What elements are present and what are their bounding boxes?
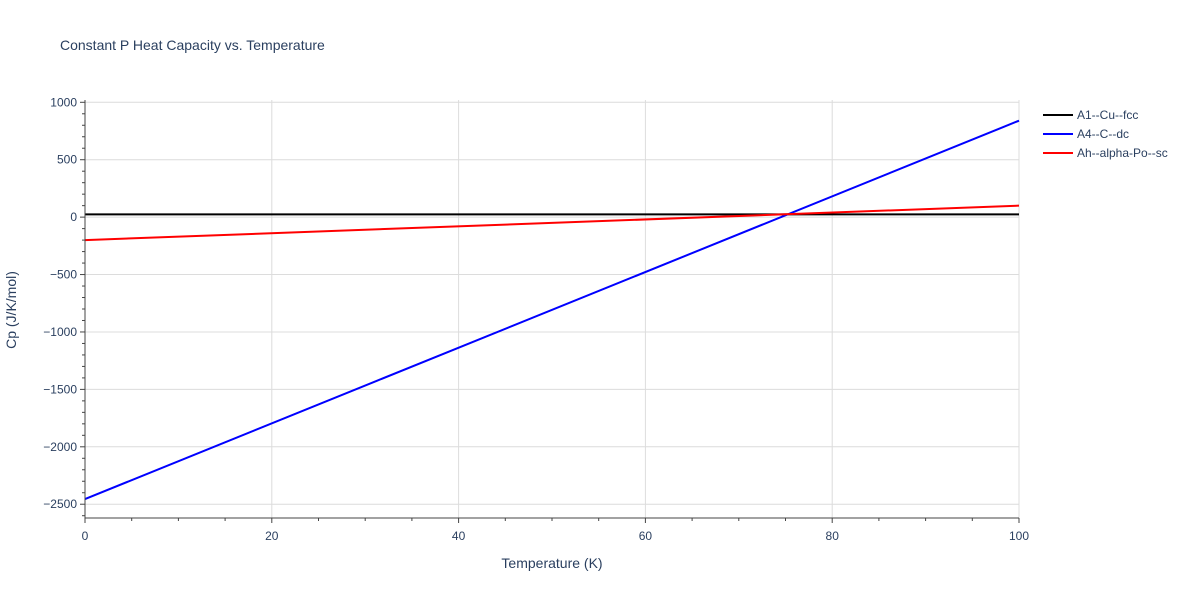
x-tick-label: 40 <box>452 529 466 543</box>
y-tick-label: −1500 <box>43 382 77 396</box>
y-tick-label: 1000 <box>50 95 77 109</box>
x-tick-label: 20 <box>265 529 279 543</box>
x-tick-label: 60 <box>639 529 653 543</box>
y-axis-title: Cp (J/K/mol) <box>3 271 19 349</box>
legend-label-3: Ah--alpha-Po--sc <box>1077 146 1168 160</box>
legend-label-2: A4--C--dc <box>1077 127 1129 141</box>
y-tick-label: −1000 <box>43 325 77 339</box>
series-layer <box>84 119 1020 500</box>
y-tick-label: −500 <box>50 268 77 282</box>
legend-label-1: A1--Cu--fcc <box>1077 108 1138 122</box>
x-tick-label: 100 <box>1009 529 1029 543</box>
chart-title: Constant P Heat Capacity vs. Temperature <box>60 37 325 53</box>
x-tick-label: 0 <box>82 529 89 543</box>
y-tick-label: 500 <box>57 153 77 167</box>
grid <box>85 100 1020 518</box>
y-tick-label: 0 <box>70 210 77 224</box>
legend: A1--Cu--fcc A4--C--dc Ah--alpha-Po--sc <box>1043 108 1168 160</box>
x-axis-title: Temperature (K) <box>501 555 602 571</box>
axes: 0 20 40 60 80 100 1000 500 0 −500 −1000 −1500 −2000 −… <box>43 95 1029 543</box>
y-tick-label: −2000 <box>43 440 77 454</box>
series-line-3 <box>84 204 1020 242</box>
y-tick-label: −2500 <box>43 497 77 511</box>
series-line-2 <box>84 119 1020 500</box>
x-tick-label: 80 <box>826 529 840 543</box>
